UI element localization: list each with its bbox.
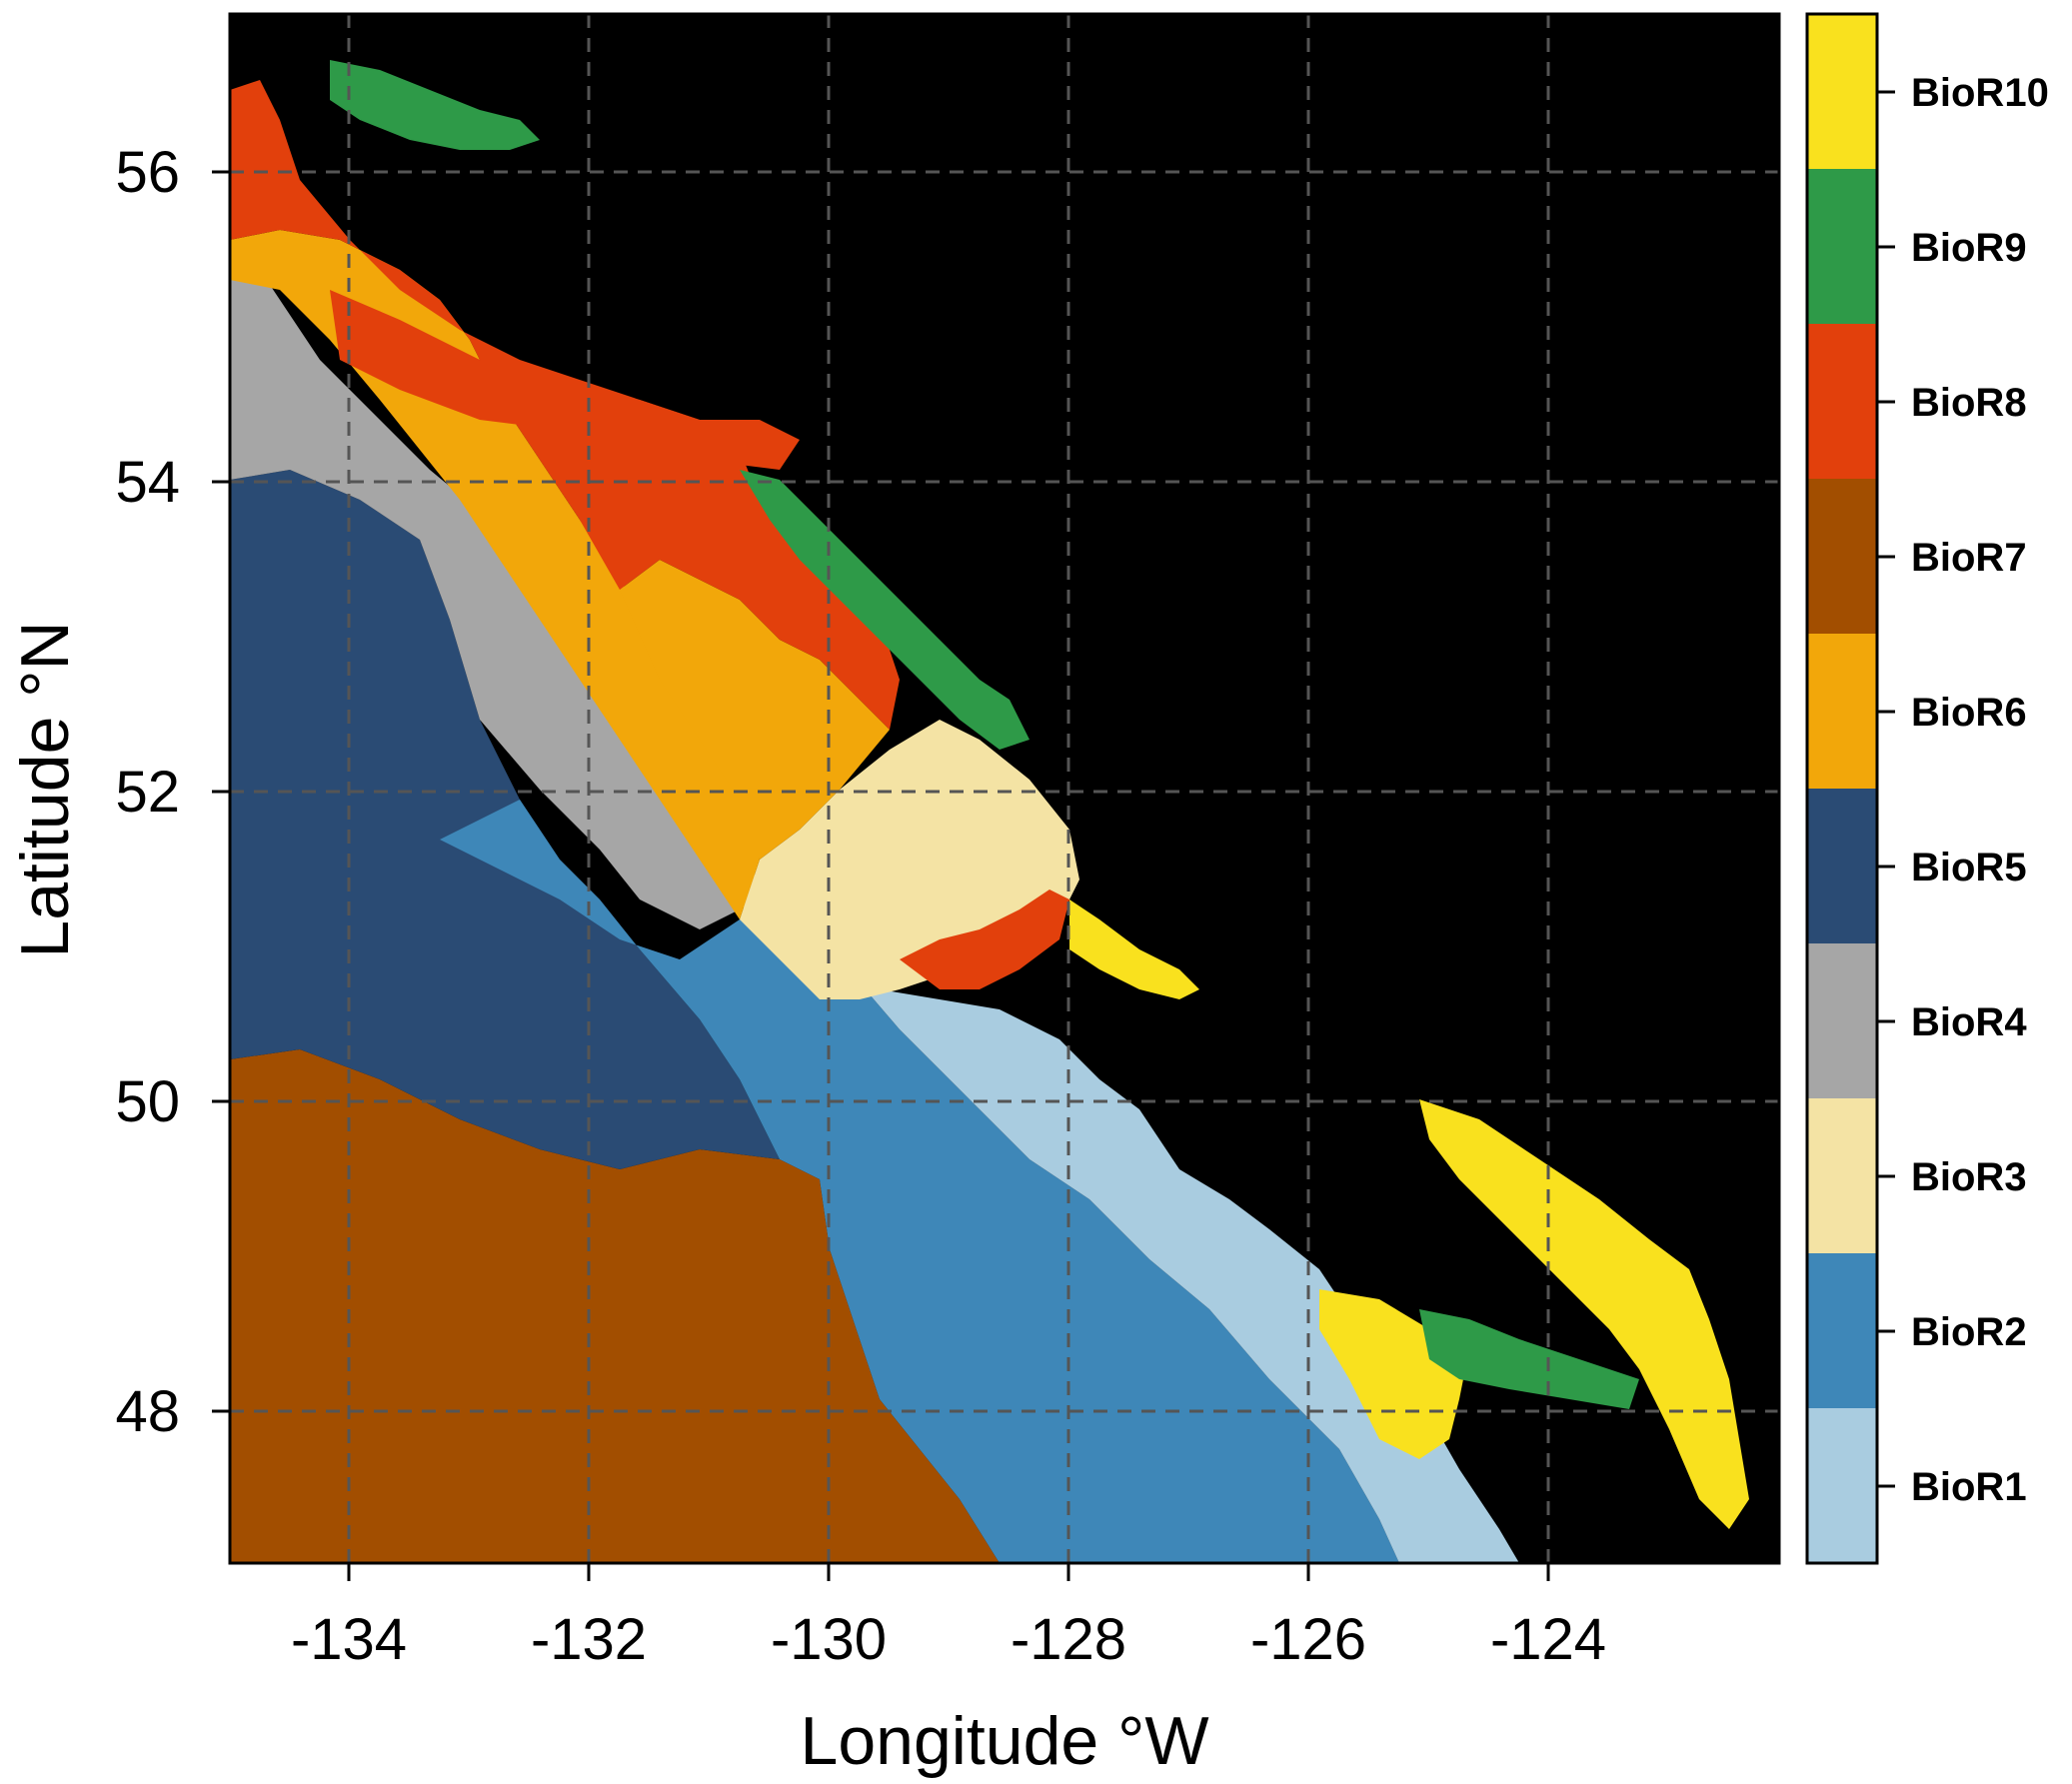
x-tick-label: -132: [531, 1607, 647, 1672]
legend-label: BioR4: [1911, 1000, 2027, 1044]
legend-label: BioR6: [1911, 691, 2027, 735]
region-bior2: [440, 800, 1399, 1563]
legend-border: [1805, 12, 1879, 1565]
legend-swatch-bior7: [1807, 479, 1877, 634]
region-bior10-johnstone: [1069, 899, 1199, 999]
region-bior6: [230, 230, 760, 919]
y-axis: [212, 170, 230, 1413]
x-tick-label: -134: [291, 1607, 407, 1672]
legend-swatch-bior1: [1807, 1408, 1877, 1563]
x-tick-label: -128: [1011, 1607, 1126, 1672]
region-bior4: [230, 270, 760, 929]
legend-swatches: [1807, 14, 1877, 1563]
x-tick-label: -126: [1250, 1607, 1366, 1672]
x-tick-label: -130: [771, 1607, 887, 1672]
legend-swatch-bior4: [1807, 943, 1877, 1098]
legend-swatch-bior5: [1807, 789, 1877, 943]
x-tick-labels: -134 -132 -130 -128 -126 -124: [291, 1607, 1606, 1672]
region-bior8-qcs: [900, 890, 1069, 989]
legend-swatch-bior9: [1807, 169, 1877, 324]
y-tick-label: 50: [115, 1069, 180, 1134]
legend-label: BioR8: [1911, 381, 2027, 425]
legend-swatch-bior6: [1807, 634, 1877, 789]
x-tick-label: -124: [1490, 1607, 1606, 1672]
legend-label: BioR10: [1911, 71, 2049, 115]
y-tick-label: 56: [115, 140, 180, 205]
legend-label: BioR1: [1911, 1465, 2027, 1509]
legend-ticks: [1877, 90, 1895, 1488]
region-bior9-strait: [1419, 1309, 1639, 1409]
y-tick-label: 52: [115, 760, 180, 825]
region-bior6-hecate: [620, 560, 890, 860]
plot-border: [228, 12, 1781, 1565]
legend-swatch-bior3: [1807, 1098, 1877, 1253]
map-panel: [228, 12, 1781, 1565]
y-tick-labels: 56 54 52 50 48: [115, 140, 180, 1444]
legend-label: BioR9: [1911, 226, 2027, 270]
legend-label: BioR5: [1911, 846, 2027, 890]
legend-swatch-bior8: [1807, 324, 1877, 479]
legend-labels: BioR10 BioR9 BioR8 BioR7 BioR6 BioR5 Bio…: [1911, 71, 2049, 1509]
legend: BioR10 BioR9 BioR8 BioR7 BioR6 BioR5 Bio…: [1805, 12, 2049, 1565]
legend-label: BioR3: [1911, 1155, 2027, 1199]
legend-label: BioR2: [1911, 1310, 2027, 1354]
y-tick-label: 48: [115, 1379, 180, 1444]
region-bior10-georgia: [1419, 1099, 1749, 1529]
y-axis-title: Latitude °N: [7, 621, 83, 957]
x-axis-title: Longitude °W: [801, 1703, 1209, 1779]
region-bior9-coast: [740, 470, 1030, 750]
legend-swatch-bior10: [1807, 14, 1877, 169]
region-bior7: [230, 1049, 1000, 1563]
region-bior8-dixon: [330, 290, 800, 470]
y-tick-label: 54: [115, 450, 180, 515]
grid-lines: [230, 14, 1779, 1563]
bioregion-areas: [230, 60, 1749, 1563]
legend-label: BioR7: [1911, 536, 2027, 580]
x-axis: [347, 1563, 1550, 1581]
legend-swatch-bior2: [1807, 1253, 1877, 1408]
region-bior9-north: [330, 60, 540, 150]
